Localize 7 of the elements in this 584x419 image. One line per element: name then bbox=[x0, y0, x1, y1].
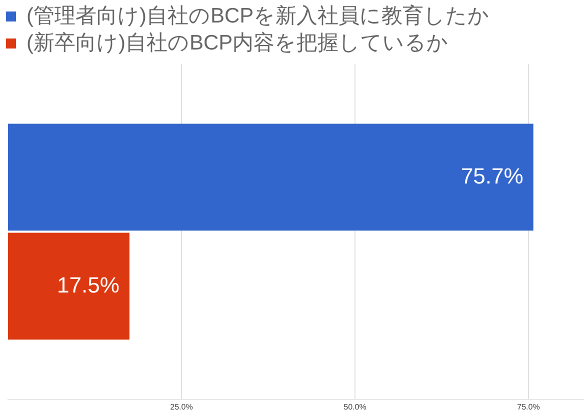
data-label: 75.7% bbox=[460, 163, 524, 188]
x-tick-label: 75.0% bbox=[517, 402, 540, 412]
legend-label: (新卒向け)自社のBCP内容を把握しているか bbox=[26, 31, 449, 54]
legend-label: (管理者向け)自社のBCPを新入社員に教育したか bbox=[26, 3, 490, 28]
data-label: 17.5% bbox=[57, 272, 120, 298]
x-tick-label: 25.0% bbox=[170, 402, 193, 412]
x-tick-label: 50.0% bbox=[344, 402, 366, 412]
